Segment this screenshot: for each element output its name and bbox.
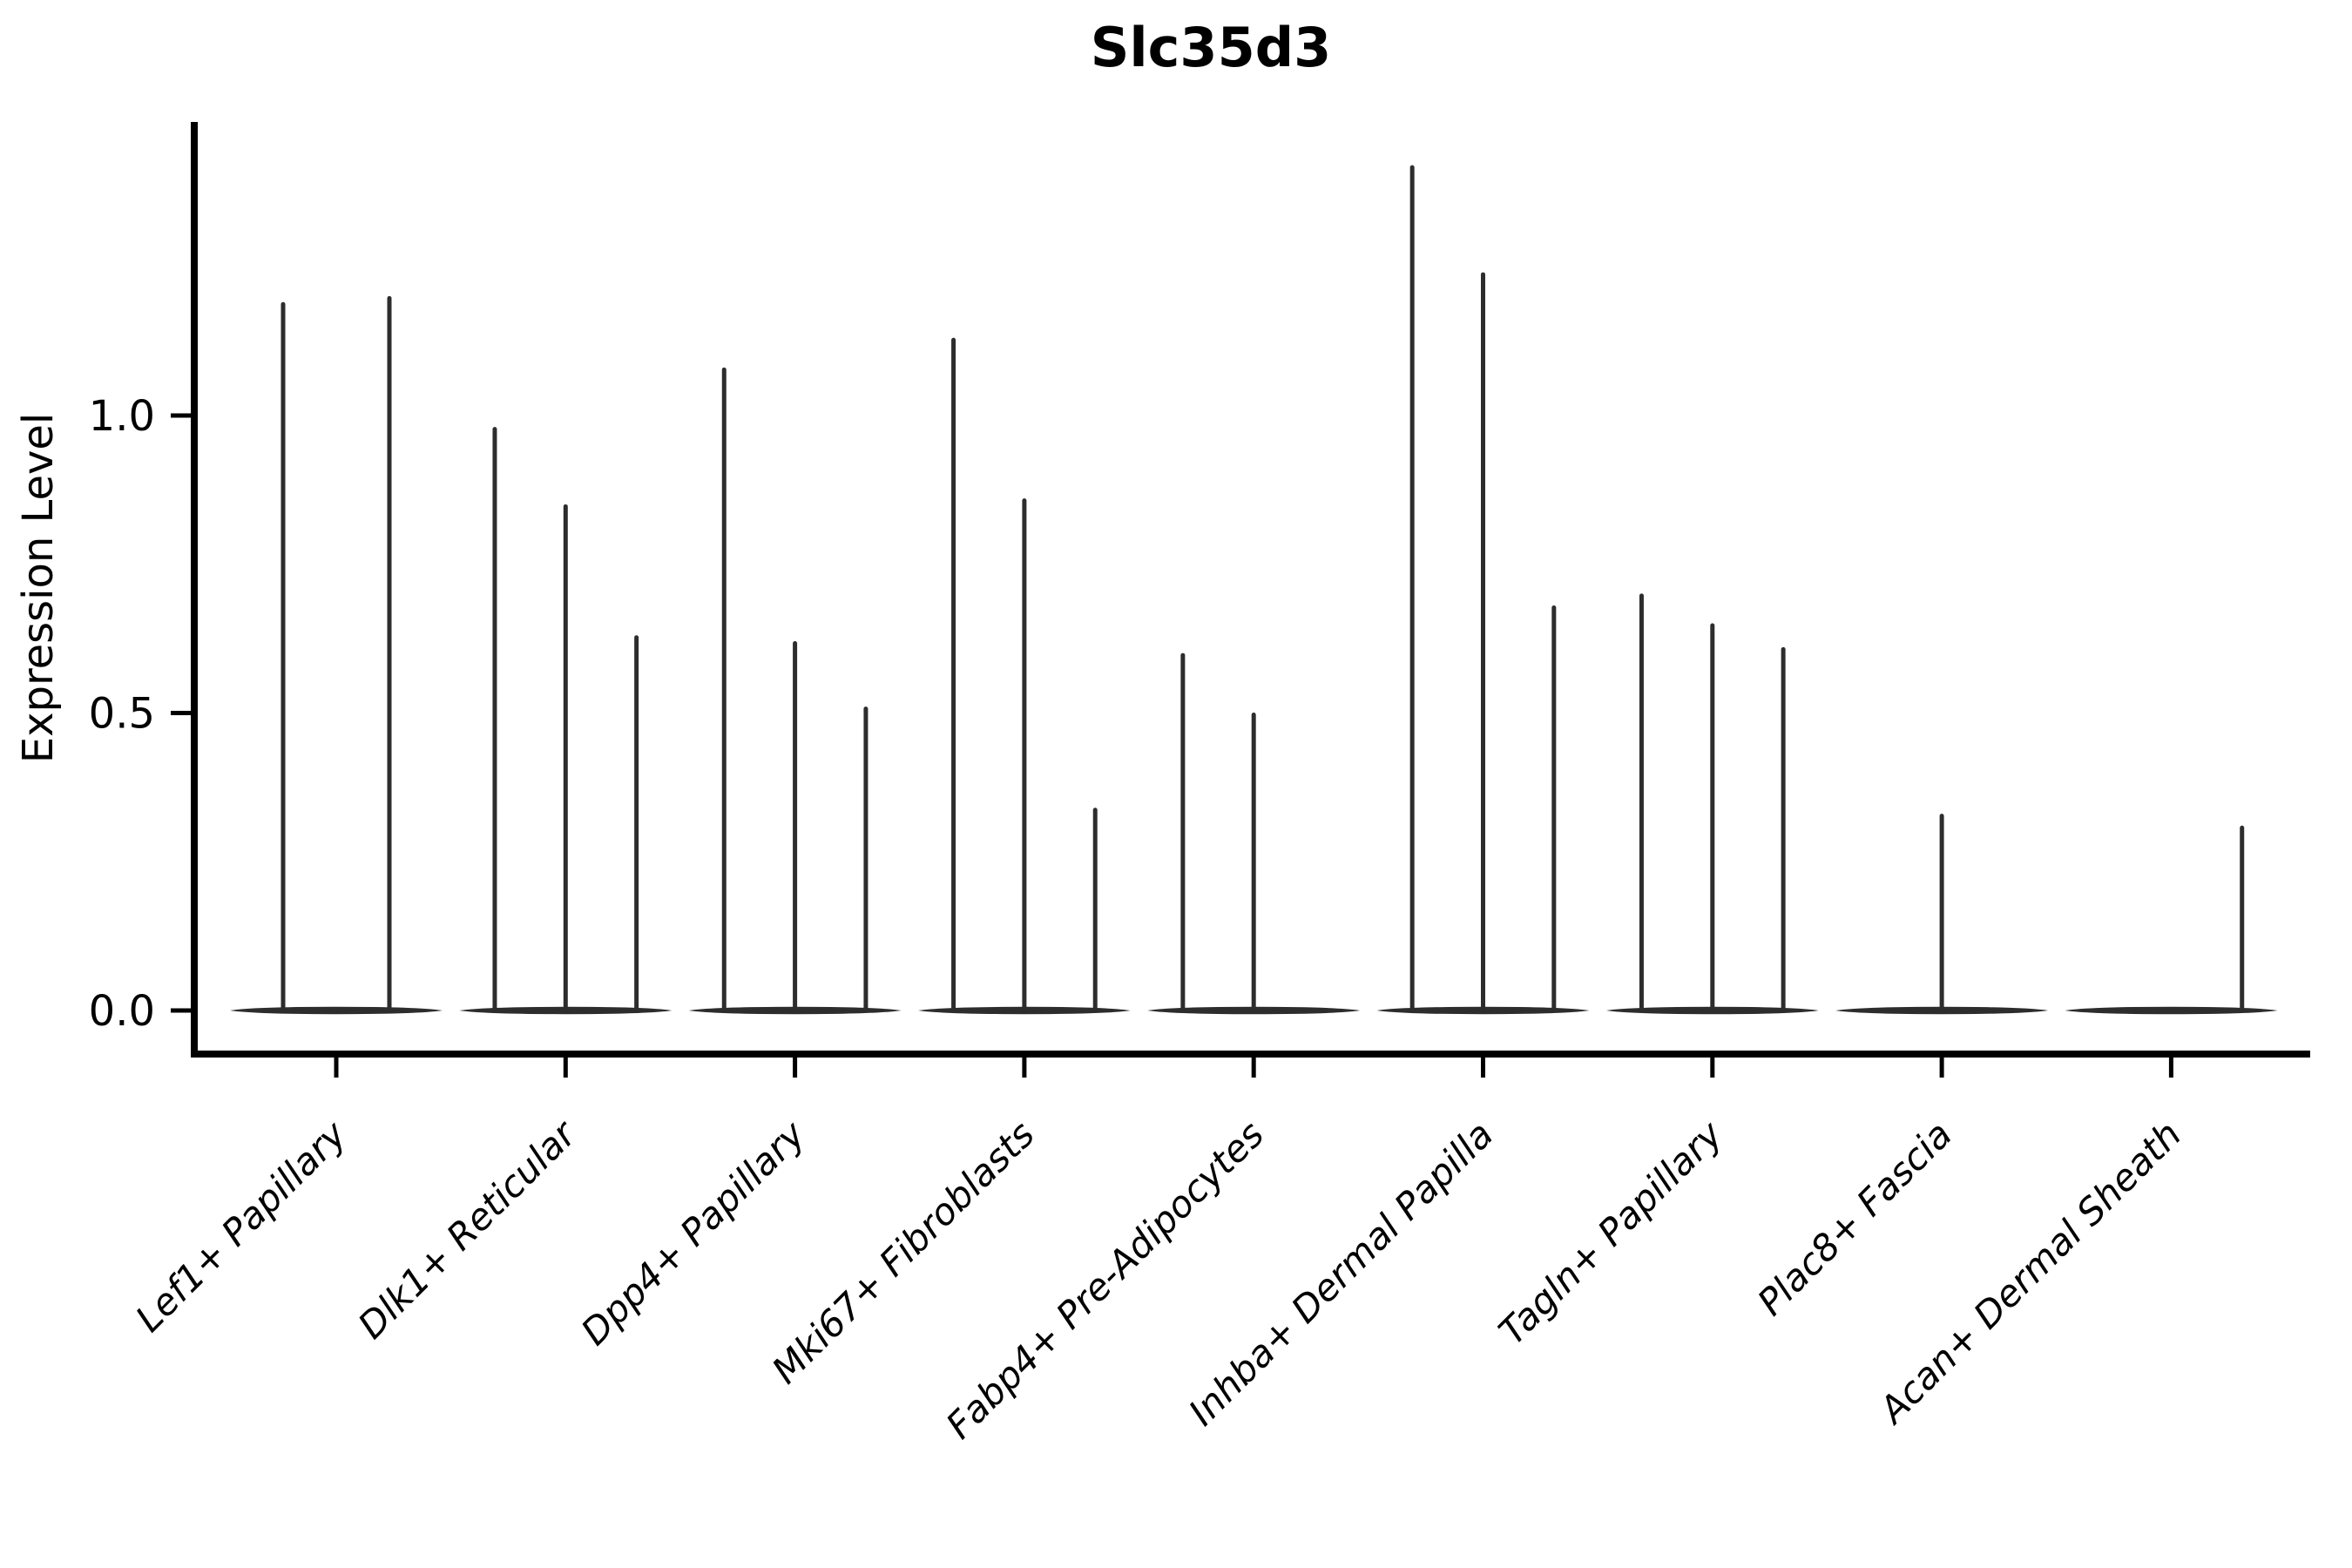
violin-body: [230, 1006, 443, 1015]
y-tick-label: 0.5: [89, 690, 155, 739]
x-tick-label: Tagln+ Papillary: [1490, 1112, 1732, 1354]
plot-title: Slc35d3: [1090, 16, 1332, 79]
y-tick-label: 0.0: [89, 987, 155, 1036]
x-tick-label: Lef1+ Papillary: [127, 1112, 355, 1341]
y-axis-label: Expression Level: [14, 413, 63, 764]
y-tick-label: 1.0: [89, 392, 155, 441]
x-tick-label: Dpp4+ Papillary: [573, 1112, 814, 1354]
x-tick-label: Mki67+ Fibroblasts: [764, 1112, 1043, 1391]
violin-body: [2065, 1006, 2278, 1015]
x-tick-label: Plac8+ Fascia: [1749, 1112, 1960, 1323]
x-tick-label: Dlk1+ Reticular: [350, 1111, 586, 1347]
